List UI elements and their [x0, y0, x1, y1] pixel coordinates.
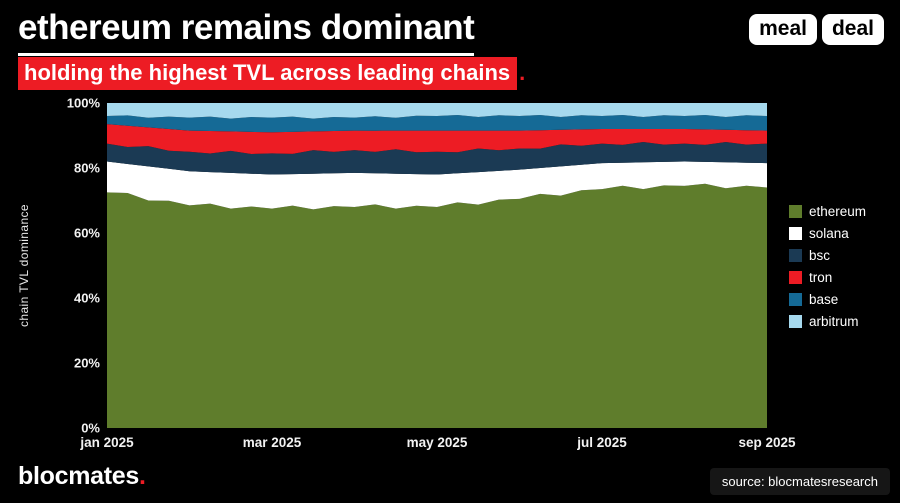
legend-item-ethereum: ethereum: [789, 204, 866, 219]
legend-label-arbitrum: arbitrum: [809, 314, 859, 329]
logo-word-deal: deal: [821, 14, 884, 46]
legend-swatch-solana: [789, 227, 802, 240]
chart-svg: [107, 103, 767, 428]
x-tick-jan: jan 2025: [80, 435, 134, 450]
y-axis-label: chain TVL dominance: [17, 203, 31, 327]
page-subtitle: holding the highest TVL across leading c…: [18, 57, 525, 90]
x-tick-may: may 2025: [406, 435, 468, 450]
source-attribution: source: blocmatesresearch: [709, 468, 890, 495]
legend-item-bsc: bsc: [789, 248, 866, 263]
legend-label-ethereum: ethereum: [809, 204, 867, 219]
y-tick-40: 40%: [73, 290, 100, 306]
x-axis-ticks: jan 2025 mar 2025 may 2025 jul 2025 sep …: [80, 435, 795, 453]
area-solana: [107, 161, 767, 210]
y-tick-0: 0%: [81, 420, 100, 436]
subtitle-highlight-band: holding the highest TVL across leading c…: [18, 57, 518, 90]
page-title: ethereum remains dominant: [18, 8, 475, 56]
chart-legend: ethereum solana bsc tron base arbitrum: [789, 204, 866, 329]
brand-logo: meal deal: [749, 14, 884, 46]
legend-label-solana: solana: [809, 226, 849, 241]
y-tick-20: 20%: [73, 355, 100, 371]
legend-item-solana: solana: [789, 226, 866, 241]
stacked-area-chart: [107, 103, 767, 428]
logo-word-meal: meal: [749, 14, 817, 46]
subtitle-period: .: [519, 60, 526, 85]
y-tick-60: 60%: [73, 225, 100, 241]
y-axis-label-wrap: chain TVL dominance: [12, 103, 36, 428]
legend-swatch-base: [789, 293, 802, 306]
legend-item-arbitrum: arbitrum: [789, 314, 866, 329]
legend-item-base: base: [789, 292, 866, 307]
legend-label-bsc: bsc: [809, 248, 831, 263]
legend-swatch-tron: [789, 271, 802, 284]
area-bsc: [107, 142, 767, 175]
footer-brand-text: blocmates: [18, 462, 139, 490]
area-base: [107, 115, 767, 133]
x-tick-jul: jul 2025: [577, 435, 627, 450]
x-tick-sep: sep 2025: [738, 435, 796, 450]
legend-swatch-ethereum: [789, 205, 802, 218]
footer-brand: blocmates.: [18, 462, 146, 491]
area-tron: [107, 124, 767, 154]
legend-swatch-bsc: [789, 249, 802, 262]
legend-label-tron: tron: [809, 270, 833, 285]
area-ethereum: [107, 183, 767, 428]
x-tick-mar: mar 2025: [242, 435, 302, 450]
y-tick-100: 100%: [66, 95, 100, 111]
area-arbitrum: [107, 103, 767, 119]
y-tick-80: 80%: [73, 160, 100, 176]
legend-label-base: base: [809, 292, 839, 307]
legend-swatch-arbitrum: [789, 315, 802, 328]
y-axis-ticks: 100% 80% 60% 40% 20% 0%: [44, 96, 100, 436]
footer-brand-period: .: [138, 462, 146, 490]
legend-item-tron: tron: [789, 270, 866, 285]
